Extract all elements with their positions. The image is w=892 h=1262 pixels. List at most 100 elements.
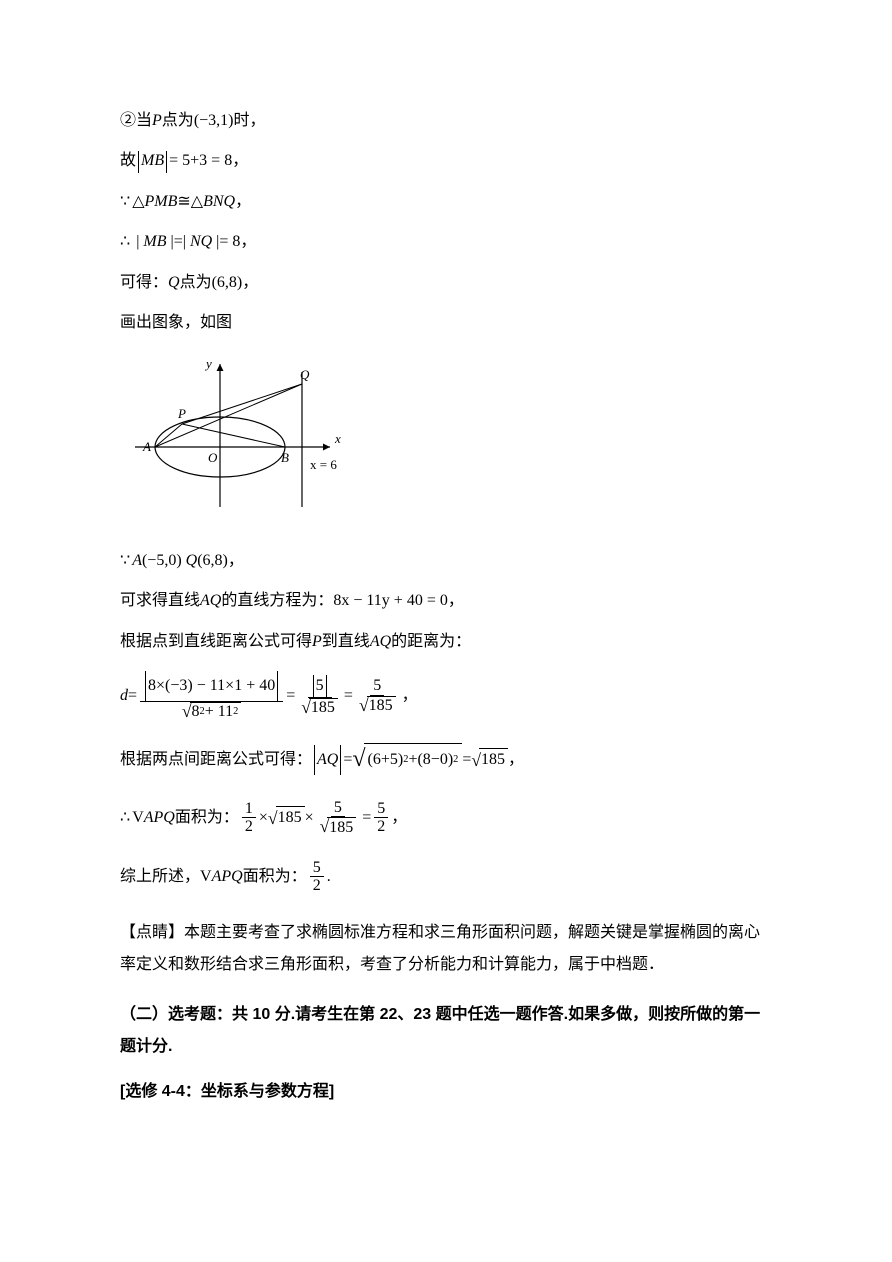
triangle: △ xyxy=(132,191,144,213)
line-area: V APQ 面积为： 1 2 × √ 185 × 5 √185 = 5 2 ， xyxy=(120,799,772,837)
text: 故 xyxy=(120,150,136,172)
equation: = 8 xyxy=(219,231,240,253)
sqrt: √ 185 xyxy=(359,696,396,715)
comma: ， xyxy=(508,749,524,771)
fraction-half: 1 2 xyxy=(242,800,256,836)
comma: ， xyxy=(240,231,256,253)
equals: = xyxy=(128,685,137,707)
abs-bar xyxy=(166,151,167,173)
line-conclusion: 综上所述， V APQ 面积为： 5 2 . xyxy=(120,859,772,895)
because-symbol xyxy=(120,550,132,572)
var-AQ: AQ xyxy=(370,631,391,653)
fraction-1: 8×(−3) − 11×1 + 40 √ 82 + 112 xyxy=(140,671,283,721)
equals: = xyxy=(286,685,295,707)
text: 的距离为： xyxy=(391,631,471,653)
hint-paragraph: 【点睛】本题主要考查了求椭圆标准方程和求三角形面积问题，解题关键是掌握椭圆的离心… xyxy=(120,917,772,981)
comma: ， xyxy=(242,272,258,294)
sqrt-185: √ 185 xyxy=(268,806,305,831)
congruent: ≅ xyxy=(177,191,190,213)
point-value: (−3,1) xyxy=(194,110,234,132)
fraction-result: 5 2 xyxy=(374,800,388,836)
graph-figure: xyOABPQx = 6 xyxy=(120,352,772,529)
var-A: A xyxy=(132,550,142,572)
var-APQ: APQ xyxy=(144,807,175,829)
var-MB: MB xyxy=(141,150,164,172)
times: × xyxy=(305,807,314,829)
var-MB: MB xyxy=(143,231,166,253)
therefore-symbol xyxy=(120,807,132,829)
comma: ， xyxy=(232,150,248,172)
line-q-point: 可得： Q 点为 (6,8) ， xyxy=(120,272,772,294)
sqrt: √ 82 + 112 xyxy=(182,702,242,721)
text: 综上所述， xyxy=(120,866,200,888)
tri-symbol: V xyxy=(132,807,144,829)
equals: = xyxy=(344,685,353,707)
sqrt: √ 185 xyxy=(301,698,338,717)
because-symbol xyxy=(120,191,132,213)
text: 面积为： xyxy=(175,807,239,829)
line-AQ-length: 根据两点间距离公式可得： AQ = √ (6+5)2 + (8−0)2 = √ … xyxy=(120,743,772,777)
tri-symbol: V xyxy=(200,866,212,888)
line-mb-length: 故 MB = 5+3 = 8 ， xyxy=(120,150,772,172)
sqrt-expr: √ (6+5)2 + (8−0)2 xyxy=(352,743,462,777)
abs-bar xyxy=(277,671,278,701)
text: 可求得直线 xyxy=(120,590,200,612)
var-APQ: APQ xyxy=(212,866,243,888)
text: | xyxy=(212,231,219,253)
text: ②当 xyxy=(120,110,152,132)
comma: ， xyxy=(391,807,407,829)
svg-text:A: A xyxy=(142,439,151,454)
line-congruent: △ PMB ≅ △ BNQ ， xyxy=(120,191,772,213)
var-d: d xyxy=(120,685,128,707)
section-text: （二）选考题：共 10 分.请考生在第 22、23 题中任选一题作答.如果多做，… xyxy=(120,1006,760,1055)
equation: = 5+3 = 8 xyxy=(169,150,232,172)
point-value: (6,8) xyxy=(212,272,243,294)
text: |=| xyxy=(167,231,190,253)
comma: ， xyxy=(402,685,418,707)
var-Q: Q xyxy=(186,550,198,572)
svg-text:B: B xyxy=(281,450,289,465)
sqrt-185: √ 185 xyxy=(471,748,508,773)
fraction-2: 5 √ 185 xyxy=(298,675,341,717)
line-distance-formula: d = 8×(−3) − 11×1 + 40 √ 82 + 112 = 5 √ … xyxy=(120,671,772,721)
fraction-5: 5 √185 xyxy=(317,799,360,837)
text: 可得： xyxy=(120,272,168,294)
var-BNQ: BNQ xyxy=(203,191,235,213)
fraction-3: 5 √ 185 xyxy=(356,677,399,715)
elective-text: [选修 4-4：坐标系与参数方程] xyxy=(120,1081,334,1103)
times: × xyxy=(259,807,268,829)
svg-text:O: O xyxy=(208,450,218,465)
abs-bar xyxy=(314,745,315,775)
equals: = xyxy=(362,807,371,829)
triangle: △ xyxy=(191,191,203,213)
line-mb-nq: | MB |=| NQ | = 8 ， xyxy=(120,231,772,253)
text: 到直线 xyxy=(322,631,370,653)
abs-bar xyxy=(145,671,146,701)
text: 时， xyxy=(234,110,266,132)
svg-text:Q: Q xyxy=(300,367,310,382)
svg-text:P: P xyxy=(177,406,186,421)
period: . xyxy=(327,866,331,888)
abs-bar xyxy=(138,151,139,173)
numerator: 5 xyxy=(316,677,324,695)
therefore-symbol xyxy=(120,231,132,253)
comma: ， xyxy=(235,191,251,213)
equals: = xyxy=(462,749,471,771)
line-distance-intro: 根据点到直线距离公式可得 P 到直线 AQ 的距离为： xyxy=(120,631,772,653)
hint-text: 【点睛】本题主要考查了求椭圆标准方程和求三角形面积问题，解题关键是掌握椭圆的离心… xyxy=(120,924,760,973)
var-AQ: AQ xyxy=(317,749,338,771)
text: 面积为： xyxy=(243,866,307,888)
comma: ， xyxy=(228,550,244,572)
line-eq: 8x − 11y + 40 = 0 xyxy=(333,590,447,612)
svg-text:y: y xyxy=(204,356,212,371)
text: 根据两点间距离公式可得： xyxy=(120,749,312,771)
abs-AQ: AQ xyxy=(312,745,343,775)
text: 画出图象，如图 xyxy=(120,312,232,334)
numerator: 8×(−3) − 11×1 + 40 xyxy=(148,677,275,695)
equals: = xyxy=(343,749,352,771)
text: 点为 xyxy=(180,272,212,294)
line-AQ-equation: 可求得直线 AQ 的直线方程为： 8x − 11y + 40 = 0 ， xyxy=(120,590,772,612)
var-P: P xyxy=(312,631,322,653)
abs-MB: MB xyxy=(136,150,169,172)
var-NQ: NQ xyxy=(190,231,212,253)
